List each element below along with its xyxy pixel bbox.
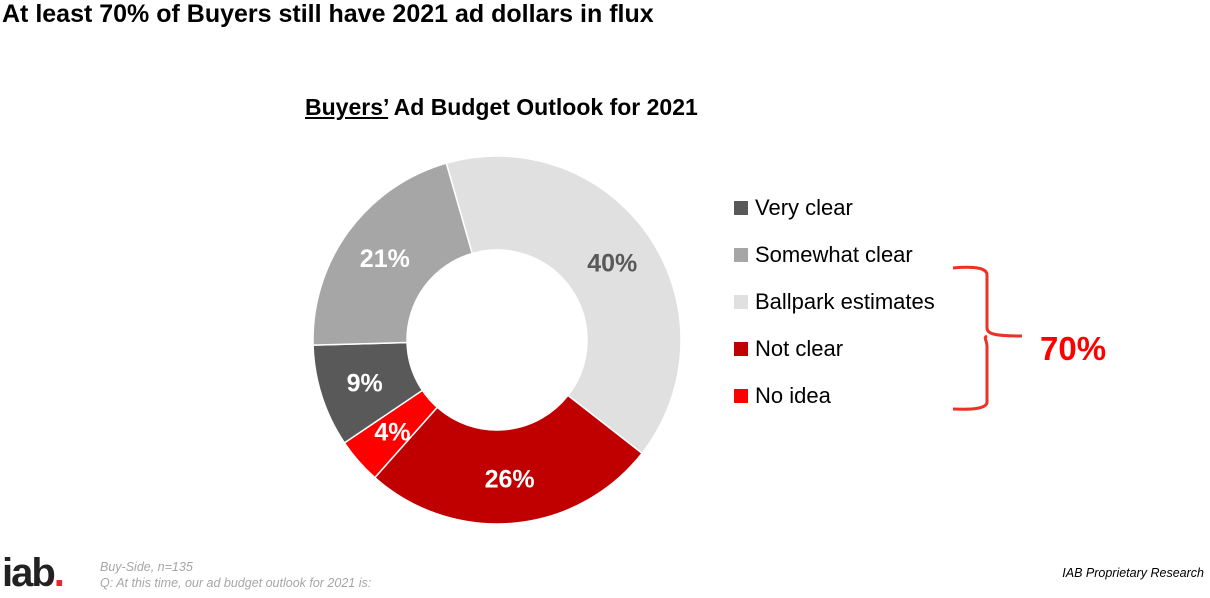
headline: At least 70% of Buyers still have 2021 a… (2, 0, 654, 28)
proprietary-note: IAB Proprietary Research (1062, 566, 1204, 580)
chart-title-rest: Ad Budget Outlook for 2021 (388, 94, 698, 120)
bracket (952, 265, 1023, 411)
chart-title-underlined: Buyers’ (305, 94, 389, 120)
legend-swatch (734, 341, 748, 356)
footnote-question: Q: At this time, our ad budget outlook f… (100, 576, 372, 590)
legend-item: Ballpark estimates (734, 278, 935, 325)
slice-not-clear (373, 394, 644, 525)
legend-label: Ballpark estimates (755, 288, 935, 314)
legend-item: Not clear (734, 325, 935, 372)
legend-swatch (734, 388, 748, 403)
data-label: 21% (360, 245, 410, 273)
iab-logo: iab. (2, 551, 65, 595)
data-label: 26% (485, 465, 535, 493)
chart-title: Buyers’ Ad Budget Outlook for 2021 (305, 94, 698, 121)
data-label: 40% (587, 249, 637, 277)
legend-swatch (734, 294, 748, 309)
data-label: 4% (374, 419, 410, 447)
legend-swatch (734, 200, 748, 215)
slice-somewhat-clear (312, 162, 474, 346)
legend-label: Very clear (755, 194, 853, 220)
legend: Very clear Somewhat clear Ballpark estimat… (734, 184, 935, 419)
legend-label: Somewhat clear (755, 241, 913, 267)
footnote-base: Buy-Side, n=135 (100, 560, 193, 574)
data-label: 9% (347, 369, 383, 397)
legend-label: Not clear (755, 335, 844, 361)
legend-item: Somewhat clear (734, 231, 935, 278)
bracket-annotation: 70% (1040, 330, 1107, 367)
legend-item: Very clear (734, 184, 935, 231)
legend-item: No idea (734, 372, 935, 419)
slice-ballpark-estimates (445, 155, 682, 455)
legend-label: No idea (755, 382, 831, 408)
legend-swatch (734, 247, 748, 262)
